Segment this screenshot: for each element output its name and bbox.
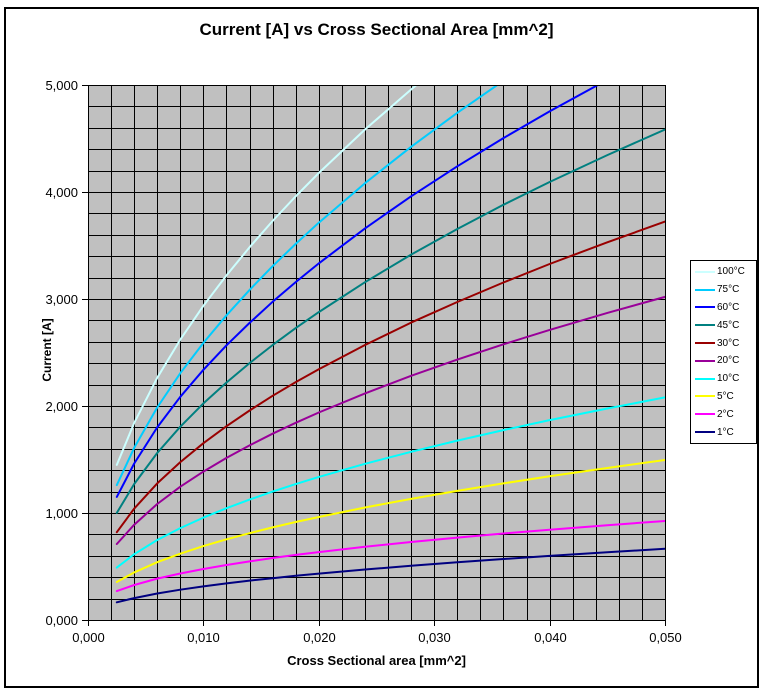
legend-swatch-icon: [695, 306, 715, 309]
legend-swatch-icon: [695, 395, 715, 398]
legend-item: 20°C: [695, 353, 756, 368]
y-tick-label: 5,000: [45, 78, 78, 93]
legend-item: 10°C: [695, 371, 756, 386]
legend-item: 2°C: [695, 407, 756, 422]
legend-label: 60°C: [717, 301, 740, 313]
legend-swatch-icon: [695, 270, 715, 273]
legend-item: 45°C: [695, 318, 756, 333]
legend-label: 100°C: [717, 266, 745, 278]
plot-border: [88, 85, 666, 621]
legend-label: 1°C: [717, 426, 734, 438]
legend-label: 30°C: [717, 337, 740, 349]
y-tick-label: 2,000: [45, 399, 78, 414]
series-line-2C: [115, 520, 665, 593]
legend-swatch-icon: [695, 359, 715, 362]
series-line-1C: [115, 547, 665, 604]
plot-area: [88, 85, 665, 620]
x-tick-label: 0,000: [72, 630, 105, 645]
series-line-60C: [115, 85, 600, 498]
legend-item: 75°C: [695, 282, 756, 297]
chart-title: Current [A] vs Cross Sectional Area [mm^…: [199, 20, 554, 39]
x-axis-title: Cross Sectional area [mm^2]: [287, 653, 466, 668]
legend-item: 1°C: [695, 425, 756, 440]
legend-label: 5°C: [717, 390, 734, 402]
y-tick-label: 3,000: [45, 292, 78, 307]
legend-label: 45°C: [717, 319, 740, 331]
legend-swatch-icon: [695, 413, 715, 416]
legend-item: 100°C: [695, 264, 756, 279]
legend-swatch-icon: [695, 377, 715, 380]
series-line-100C: [115, 85, 419, 466]
y-tick-label: 1,000: [45, 506, 78, 521]
series-line-75C: [115, 85, 500, 487]
legend-swatch-icon: [695, 288, 715, 291]
y-tick-label: 4,000: [45, 185, 78, 200]
legend: 100°C 75°C 60°C 45°C 30°C 20°C 10°C 5°C 2°C 1°C: [690, 260, 757, 444]
legend-item: 30°C: [695, 336, 756, 351]
y-axis-title: Current [A]: [40, 318, 54, 382]
x-tick-label: 0,030: [418, 630, 451, 645]
x-tick-label: 0,020: [303, 630, 336, 645]
legend-swatch-icon: [695, 431, 715, 434]
legend-label: 75°C: [717, 284, 740, 296]
series-line-5C: [115, 459, 665, 583]
series-line-10C: [115, 396, 665, 569]
legend-label: 2°C: [717, 408, 734, 420]
x-tick-label: 0,010: [187, 630, 220, 645]
legend-label: 20°C: [717, 355, 740, 367]
x-tick-label: 0,040: [534, 630, 567, 645]
series-line-45C: [115, 128, 665, 514]
legend-item: 5°C: [695, 389, 756, 404]
legend-item: 60°C: [695, 300, 756, 315]
x-tick-label: 0,050: [649, 630, 682, 645]
series-line-30C: [115, 220, 665, 534]
legend-swatch-icon: [695, 342, 715, 345]
legend-label: 10°C: [717, 373, 740, 385]
legend-swatch-icon: [695, 324, 715, 327]
series-line-20C: [115, 295, 665, 545]
y-tick-label: 0,000: [45, 613, 78, 628]
